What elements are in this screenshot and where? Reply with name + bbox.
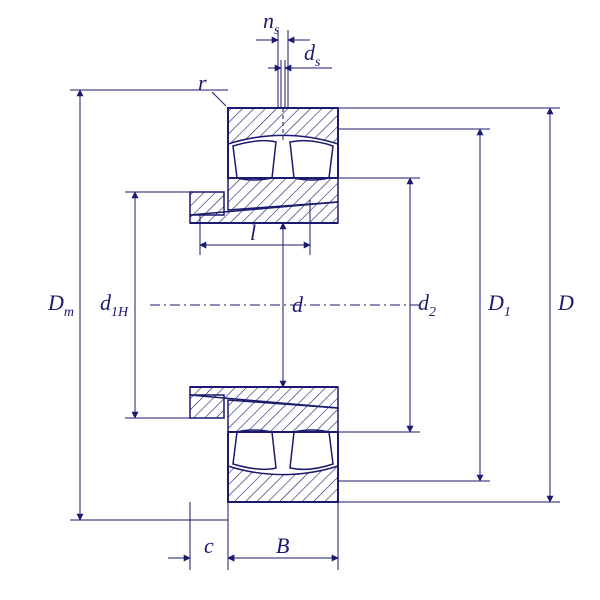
roller-top-right: [290, 141, 333, 180]
dim-D: D: [550, 108, 574, 502]
outer-ring-bot: [228, 466, 338, 502]
lbl-ns-sub: s: [274, 23, 280, 38]
dim-d1H: d1H: [100, 192, 135, 418]
roller-top-left: [233, 141, 276, 180]
lbl-B: B: [276, 533, 289, 558]
svg-text:D1: D1: [487, 290, 511, 320]
dim-d: d: [283, 223, 304, 387]
roller-bot-right: [290, 430, 333, 469]
dim-Dm: Dm: [47, 90, 80, 520]
lbl-Dm: D: [47, 290, 64, 315]
lbl-D1-sub: 1: [504, 305, 511, 320]
lbl-D1: D: [487, 290, 504, 315]
dim-r: r: [198, 70, 226, 106]
locknut-top: [190, 192, 224, 215]
roller-bot-left: [233, 430, 276, 469]
lbl-d2-sub: 2: [429, 305, 436, 320]
svg-text:d2: d2: [418, 290, 436, 320]
dim-D1: D1: [480, 129, 511, 481]
lbl-d: d: [292, 292, 304, 317]
lbl-D: D: [557, 290, 574, 315]
locknut-bot: [190, 395, 224, 418]
lbl-ns: n: [263, 8, 274, 33]
dim-c: c: [168, 533, 250, 558]
lbl-r: r: [198, 70, 207, 95]
dim-B: B: [228, 533, 338, 558]
lbl-ds-sub: s: [315, 55, 321, 70]
lbl-Dm-sub: m: [64, 305, 74, 320]
svg-text:ns: ns: [263, 8, 280, 38]
lbl-d1H-sub: 1H: [111, 305, 129, 320]
lbl-c: c: [204, 533, 214, 558]
lbl-l: l: [250, 220, 256, 245]
svg-text:Dm: Dm: [47, 290, 74, 320]
svg-text:ds: ds: [304, 40, 321, 70]
svg-text:d1H: d1H: [100, 290, 129, 320]
dim-ns: ns: [256, 8, 310, 55]
